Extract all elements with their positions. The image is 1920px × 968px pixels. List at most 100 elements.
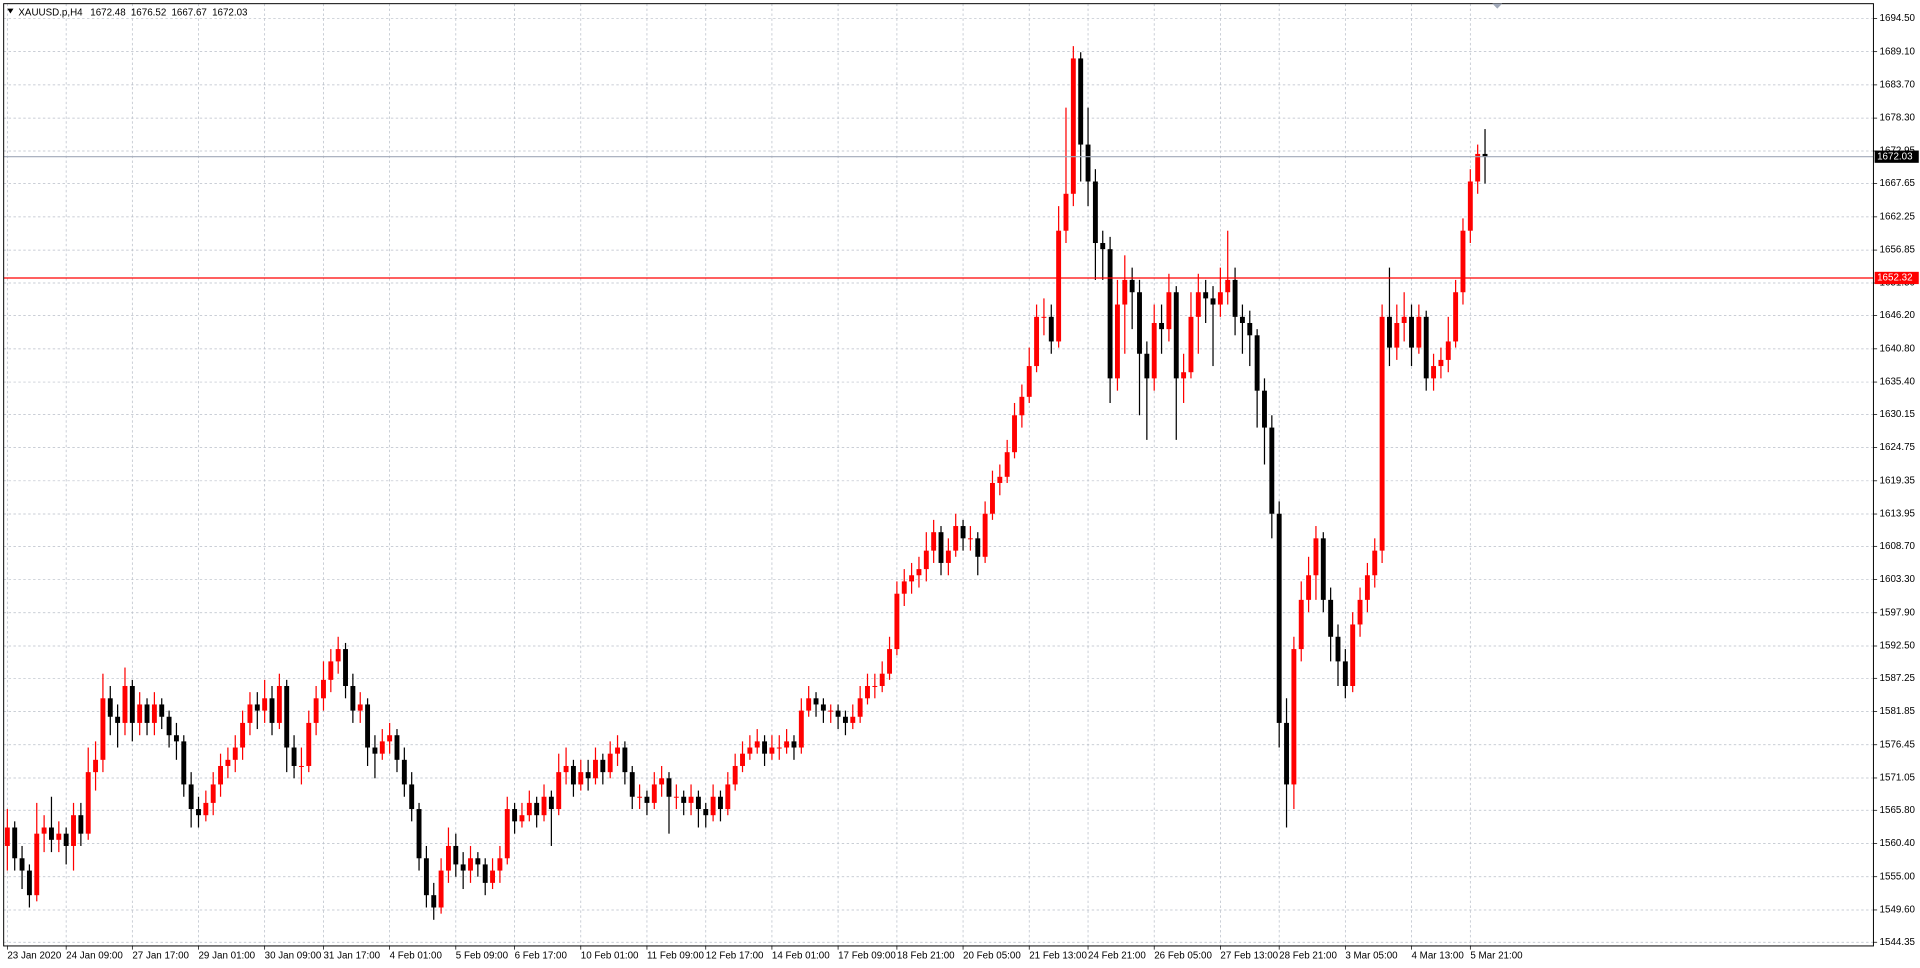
y-tick-label: 1560.40 xyxy=(1880,838,1916,849)
candle-body xyxy=(1342,661,1348,686)
candle-body xyxy=(1320,538,1326,600)
candle-body xyxy=(1217,292,1223,305)
candle-body xyxy=(909,575,915,582)
candle-body xyxy=(806,698,812,711)
candle-body xyxy=(673,796,679,798)
candle-body xyxy=(129,685,135,723)
candle-body xyxy=(173,735,179,742)
candle-body xyxy=(556,772,562,810)
x-tick-label: 3 Mar 05:00 xyxy=(1345,950,1398,961)
candle-body xyxy=(247,704,253,723)
candle-body xyxy=(401,759,407,785)
candle-body xyxy=(438,870,444,908)
candle-body xyxy=(548,796,554,810)
candle-body xyxy=(762,741,768,754)
candle-body xyxy=(1445,341,1451,360)
candle-body xyxy=(1306,575,1312,600)
candle-body xyxy=(990,482,995,514)
y-tick-label: 1662.25 xyxy=(1880,211,1916,222)
candle-body xyxy=(218,765,223,785)
candle-body xyxy=(938,532,944,563)
x-tick-label: 17 Feb 09:00 xyxy=(838,950,896,961)
candle-body xyxy=(1188,316,1194,373)
grid-layer xyxy=(3,3,1874,946)
candle-body xyxy=(982,513,988,557)
candle-body xyxy=(1012,415,1017,453)
candle-body xyxy=(107,698,113,717)
candle-body xyxy=(534,802,540,816)
x-tick-label: 10 Feb 01:00 xyxy=(581,950,639,961)
candle-body xyxy=(144,704,150,723)
candle-body xyxy=(872,685,878,687)
candle-body xyxy=(901,581,907,594)
candle-body xyxy=(1034,316,1040,367)
candle-body xyxy=(718,796,723,810)
candle-body xyxy=(1159,322,1165,330)
x-tick-label: 5 Mar 21:00 xyxy=(1470,950,1523,961)
candle-body xyxy=(1284,722,1289,785)
candle-body xyxy=(291,747,297,766)
candle-body xyxy=(850,716,856,723)
candle-body xyxy=(798,710,804,748)
candle-body xyxy=(365,704,371,748)
x-tick-label: 5 Feb 09:00 xyxy=(456,950,509,961)
candle-body xyxy=(651,784,657,803)
y-tick-label: 1603.30 xyxy=(1880,574,1916,585)
open-value: 1672.48 xyxy=(90,7,126,18)
candle-body xyxy=(497,858,503,871)
x-tick-label: 29 Jan 01:00 xyxy=(198,950,255,961)
candle-body xyxy=(1019,396,1025,416)
y-tick-label: 1667.65 xyxy=(1880,178,1916,189)
candle-body xyxy=(1423,316,1429,379)
candle-body xyxy=(1467,181,1473,231)
candle-body xyxy=(71,815,76,846)
candle-body xyxy=(784,741,790,748)
price-label-box xyxy=(1874,150,1919,163)
candle-body xyxy=(468,858,473,871)
candle-body xyxy=(335,649,341,662)
candle-body xyxy=(1313,538,1319,576)
candle-body xyxy=(578,772,584,785)
candle-body xyxy=(1203,292,1209,299)
candle-body xyxy=(34,833,40,896)
candle-body xyxy=(695,796,701,810)
candle-body xyxy=(416,809,422,859)
candle-body xyxy=(526,802,532,816)
candle-body xyxy=(1225,279,1231,293)
candle-body xyxy=(945,550,951,563)
plot-frame xyxy=(3,3,1874,947)
candle-body xyxy=(923,550,929,570)
x-tick-label: 11 Feb 09:00 xyxy=(647,950,705,961)
candle-body xyxy=(997,476,1003,483)
candle-body xyxy=(953,526,959,551)
y-tick-label: 1656.85 xyxy=(1880,245,1916,256)
candle-body xyxy=(931,532,937,551)
y-tick-label: 1597.90 xyxy=(1880,607,1916,618)
candle-body xyxy=(1129,279,1135,293)
candle-body xyxy=(607,753,613,773)
candle-body xyxy=(1357,599,1363,625)
candle-body xyxy=(1482,153,1488,157)
candle-body xyxy=(453,845,459,865)
y-tick-label: 1694.50 xyxy=(1880,13,1916,24)
candle-body xyxy=(622,747,628,773)
candle-body xyxy=(298,765,304,767)
candle-body xyxy=(1100,243,1106,250)
symbol: XAUUSD.p,H4 xyxy=(18,7,83,18)
candle-body xyxy=(1460,230,1466,293)
x-tick-label: 27 Jan 17:00 xyxy=(132,950,189,961)
x-tick-label: 24 Jan 09:00 xyxy=(66,950,123,961)
candle-body xyxy=(115,716,121,723)
shift-marker xyxy=(1492,3,1503,9)
menu-arrow[interactable] xyxy=(7,8,14,14)
candle-body xyxy=(688,796,694,803)
candle-body xyxy=(1416,316,1422,348)
y-tick-label: 1565.80 xyxy=(1880,805,1916,816)
candle-body xyxy=(490,870,496,883)
candle-body xyxy=(166,716,172,736)
candle-body xyxy=(820,704,826,711)
x-tick-label: 18 Feb 21:00 xyxy=(897,950,955,961)
price-label-box xyxy=(1874,271,1919,285)
candle-body xyxy=(431,895,437,908)
